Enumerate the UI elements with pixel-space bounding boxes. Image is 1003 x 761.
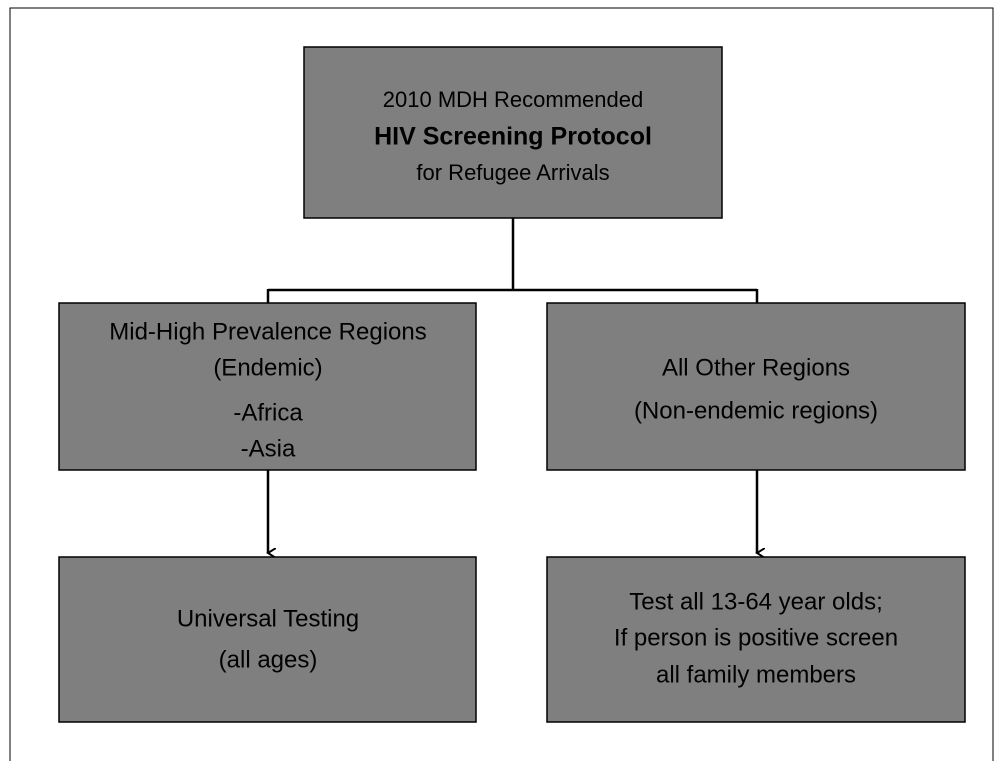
node-text: for Refugee Arrivals bbox=[416, 160, 609, 185]
age-box bbox=[546, 556, 966, 723]
frame bbox=[9, 7, 994, 761]
node-text: all family members bbox=[656, 661, 856, 688]
universal-box bbox=[58, 556, 477, 723]
node-text: 2010 MDH Recommended bbox=[383, 87, 643, 112]
connector bbox=[266, 218, 759, 303]
node-title: HIV Screening Protocol bbox=[374, 123, 652, 151]
node-text: Universal Testing bbox=[177, 605, 359, 632]
node-text: Test all 13-64 year olds; bbox=[629, 588, 882, 615]
node-text: -Africa bbox=[233, 399, 303, 426]
node-text: All Other Regions bbox=[662, 354, 850, 381]
node-text: (all ages) bbox=[219, 646, 318, 673]
node-text: (Non-endemic regions) bbox=[634, 397, 878, 424]
node-text: -Asia bbox=[241, 435, 296, 462]
node-text: If person is positive screen bbox=[614, 624, 898, 651]
node-text: Mid-High Prevalence Regions bbox=[109, 318, 426, 345]
node-text: (Endemic) bbox=[213, 354, 322, 381]
endemic-box bbox=[58, 302, 477, 471]
other-box bbox=[546, 302, 966, 471]
